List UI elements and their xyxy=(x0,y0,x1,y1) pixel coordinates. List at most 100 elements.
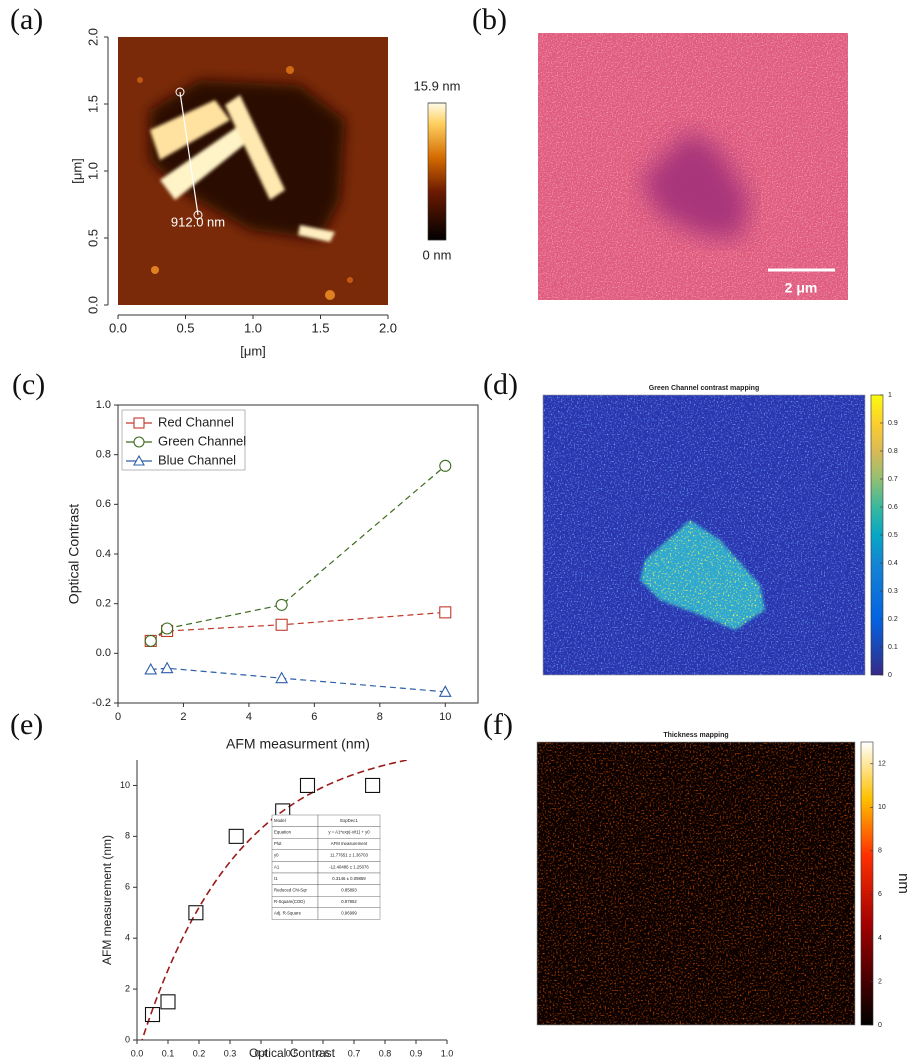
table-text: ExpDec1 xyxy=(340,818,358,823)
afm-image xyxy=(118,37,388,305)
marker xyxy=(144,634,157,647)
x-tick-label: 0.3 xyxy=(224,1048,237,1058)
marker xyxy=(438,685,452,697)
panel-label: (a) xyxy=(10,3,43,36)
scale-bar-label: 2 μm xyxy=(785,280,818,296)
table-text: 0.85893 xyxy=(341,888,357,893)
y-tick-label: 0.4 xyxy=(96,548,111,560)
marker xyxy=(365,777,381,794)
y-tick-label: 6 xyxy=(125,882,130,892)
y-tick-label: 0.5 xyxy=(85,229,100,247)
x-tick-label: 1.5 xyxy=(311,320,329,335)
x-tick-label: 4 xyxy=(246,711,252,723)
marker xyxy=(299,777,316,794)
marker xyxy=(275,671,289,684)
x-tick-label: 0.8 xyxy=(379,1048,392,1058)
marker xyxy=(144,662,158,675)
colorbar-label: 1 xyxy=(888,392,892,399)
marker xyxy=(160,661,174,674)
marker xyxy=(133,454,145,466)
panel-label: (b) xyxy=(472,3,507,36)
colorbar-label: 0.3 xyxy=(888,588,898,595)
colorbar-label: 4 xyxy=(878,935,882,942)
x-axis-label: [μm] xyxy=(240,343,266,358)
colorbar-label: 15.9 nm xyxy=(414,78,461,93)
table-cell xyxy=(271,872,319,885)
colorbar-label: 0.4 xyxy=(888,560,898,567)
colorbar-label: 10 xyxy=(878,804,886,811)
x-tick-label: 0.0 xyxy=(109,320,127,335)
table-text: 11.77651 ± 1.36703 xyxy=(330,853,368,858)
colorbar-label: 0 xyxy=(888,672,892,679)
series-line xyxy=(150,611,446,642)
series-line xyxy=(150,667,446,693)
y-axis-label: [μm] xyxy=(69,158,84,184)
colorbar-label: 0.6 xyxy=(888,504,898,511)
colorbar-label: 12 xyxy=(878,761,886,768)
x-tick-label: 10 xyxy=(439,711,451,723)
y-tick-label: 1.5 xyxy=(85,95,100,113)
x-tick-label: 0.0 xyxy=(131,1048,144,1058)
colorbar-label: 0.9 xyxy=(888,420,898,427)
chart-title: Green Channel contrast mapping xyxy=(649,385,759,392)
annotation: 912.0 nm xyxy=(171,214,225,229)
panel-label: (e) xyxy=(10,708,43,741)
marker xyxy=(161,622,174,635)
colorbar-label: 6 xyxy=(878,891,882,898)
x-tick-label: 0 xyxy=(115,711,121,723)
marker xyxy=(439,459,452,472)
x-tick-label: 2.0 xyxy=(379,320,397,335)
legend-label: Green Channel xyxy=(158,433,246,448)
marker xyxy=(133,417,145,429)
colorbar-title: nm xyxy=(895,873,912,894)
x-axis-label: AFM measurment (nm) xyxy=(226,736,370,752)
colorbar-label: 0.5 xyxy=(888,532,898,539)
table-text: y0 xyxy=(274,853,279,858)
marker xyxy=(144,1006,161,1023)
x-tick-label: 0.5 xyxy=(286,1048,299,1058)
y-tick-label: 0 xyxy=(125,1034,130,1044)
y-tick-label: 1.0 xyxy=(85,162,100,180)
y-axis-label: AFM measurement (nm) xyxy=(100,835,114,965)
x-tick-label: 0.9 xyxy=(410,1048,423,1058)
table-text: -12.40486 ± 1.25076 xyxy=(329,864,369,869)
panel-label: (d) xyxy=(483,368,518,401)
y-tick-label: 4 xyxy=(125,933,130,943)
green-map-image xyxy=(543,395,865,675)
y-tick-label: 0.6 xyxy=(96,498,111,510)
x-tick-label: 6 xyxy=(311,711,317,723)
x-tick-label: 2 xyxy=(180,711,186,723)
table-text: Model xyxy=(274,818,286,823)
x-tick-label: 0.1 xyxy=(162,1048,175,1058)
x-tick-label: 0.5 xyxy=(176,320,194,335)
table-text: A1 xyxy=(274,864,280,869)
colorbar-label: 0.7 xyxy=(888,476,898,483)
series-line xyxy=(150,465,446,642)
y-axis-label: Optical Contrast xyxy=(66,504,82,604)
x-tick-label: 1.0 xyxy=(244,320,262,335)
x-tick-label: 0.2 xyxy=(193,1048,206,1058)
table-cell xyxy=(317,907,381,920)
marker xyxy=(439,606,452,619)
y-tick-label: 1.0 xyxy=(96,399,111,411)
table-text: y = A1*exp(-x/t1) + y0 xyxy=(328,830,370,835)
x-tick-label: 0.4 xyxy=(255,1048,268,1058)
table-text: Reduced Chi-Sqr xyxy=(274,888,308,893)
y-tick-label: 2.0 xyxy=(85,28,100,46)
y-tick-label: 0.0 xyxy=(85,296,100,314)
y-tick-label: -0.2 xyxy=(92,697,111,709)
panel-label: (c) xyxy=(12,368,45,401)
legend-label: Blue Channel xyxy=(158,452,236,467)
optical-image xyxy=(538,33,848,300)
thickness-map-image xyxy=(537,742,855,1025)
marker xyxy=(160,994,176,1010)
colorbar-label: 0.1 xyxy=(888,644,898,651)
image-frame xyxy=(542,394,866,676)
marker xyxy=(228,828,244,844)
y-tick-label: 0.8 xyxy=(96,449,111,461)
y-tick-label: 8 xyxy=(125,831,130,841)
colorbar-label: 0.8 xyxy=(888,448,898,455)
colorbar-label: 0 nm xyxy=(423,247,452,262)
x-axis-label: Optical Contrast xyxy=(249,1046,336,1060)
